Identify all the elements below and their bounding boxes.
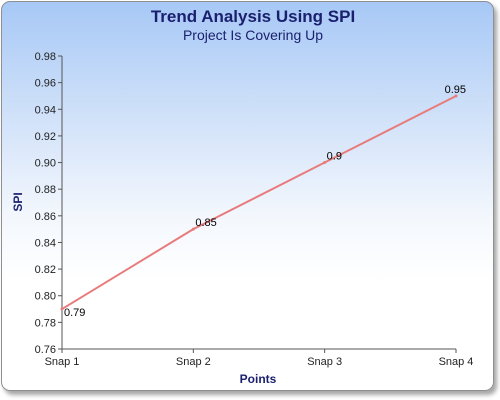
data-label: 0.9 <box>327 151 342 163</box>
y-axis-ticks: 0.76 0.78 0.80 0.82 0.84 0.86 0.88 0.90 0.92 0.94… <box>35 51 62 356</box>
data-label: 0.95 <box>445 84 466 96</box>
data-point <box>323 161 327 165</box>
y-tick-label: 0.76 <box>35 344 56 356</box>
chart-card <box>1 1 494 391</box>
y-tick-label: 0.96 <box>35 78 56 90</box>
x-axis-ticks: Snap 1 Snap 2 Snap 3 Snap 4 <box>45 349 474 368</box>
x-axis-title: Points <box>240 372 277 386</box>
y-tick-label: 0.92 <box>35 131 56 143</box>
x-tick-label: Snap 4 <box>439 356 474 368</box>
data-label: 0.79 <box>64 307 85 319</box>
y-tick-label: 0.94 <box>35 104 56 116</box>
data-point <box>454 94 458 98</box>
y-tick-label: 0.80 <box>35 291 56 303</box>
data-point <box>60 307 64 311</box>
x-tick-label: Snap 1 <box>45 356 80 368</box>
series-layer <box>60 94 458 311</box>
y-tick-label: 0.86 <box>35 211 56 223</box>
y-tick-label: 0.78 <box>35 317 56 329</box>
y-tick-label: 0.90 <box>35 158 56 170</box>
chart-title: Trend Analysis Using SPI <box>151 7 355 26</box>
y-tick-label: 0.88 <box>35 184 56 196</box>
data-label: 0.85 <box>195 217 216 229</box>
x-tick-label: Snap 2 <box>176 356 211 368</box>
y-tick-label: 0.82 <box>35 264 56 276</box>
data-labels: 0.79 0.85 0.9 0.95 <box>64 84 466 319</box>
y-tick-label: 0.84 <box>35 237 56 249</box>
chart-subtitle: Project Is Covering Up <box>183 27 323 43</box>
series-line <box>61 95 457 310</box>
y-axis-title: SPI <box>11 192 25 211</box>
x-tick-label: Snap 3 <box>307 356 342 368</box>
y-tick-label: 0.98 <box>35 51 56 63</box>
data-point <box>191 227 195 231</box>
